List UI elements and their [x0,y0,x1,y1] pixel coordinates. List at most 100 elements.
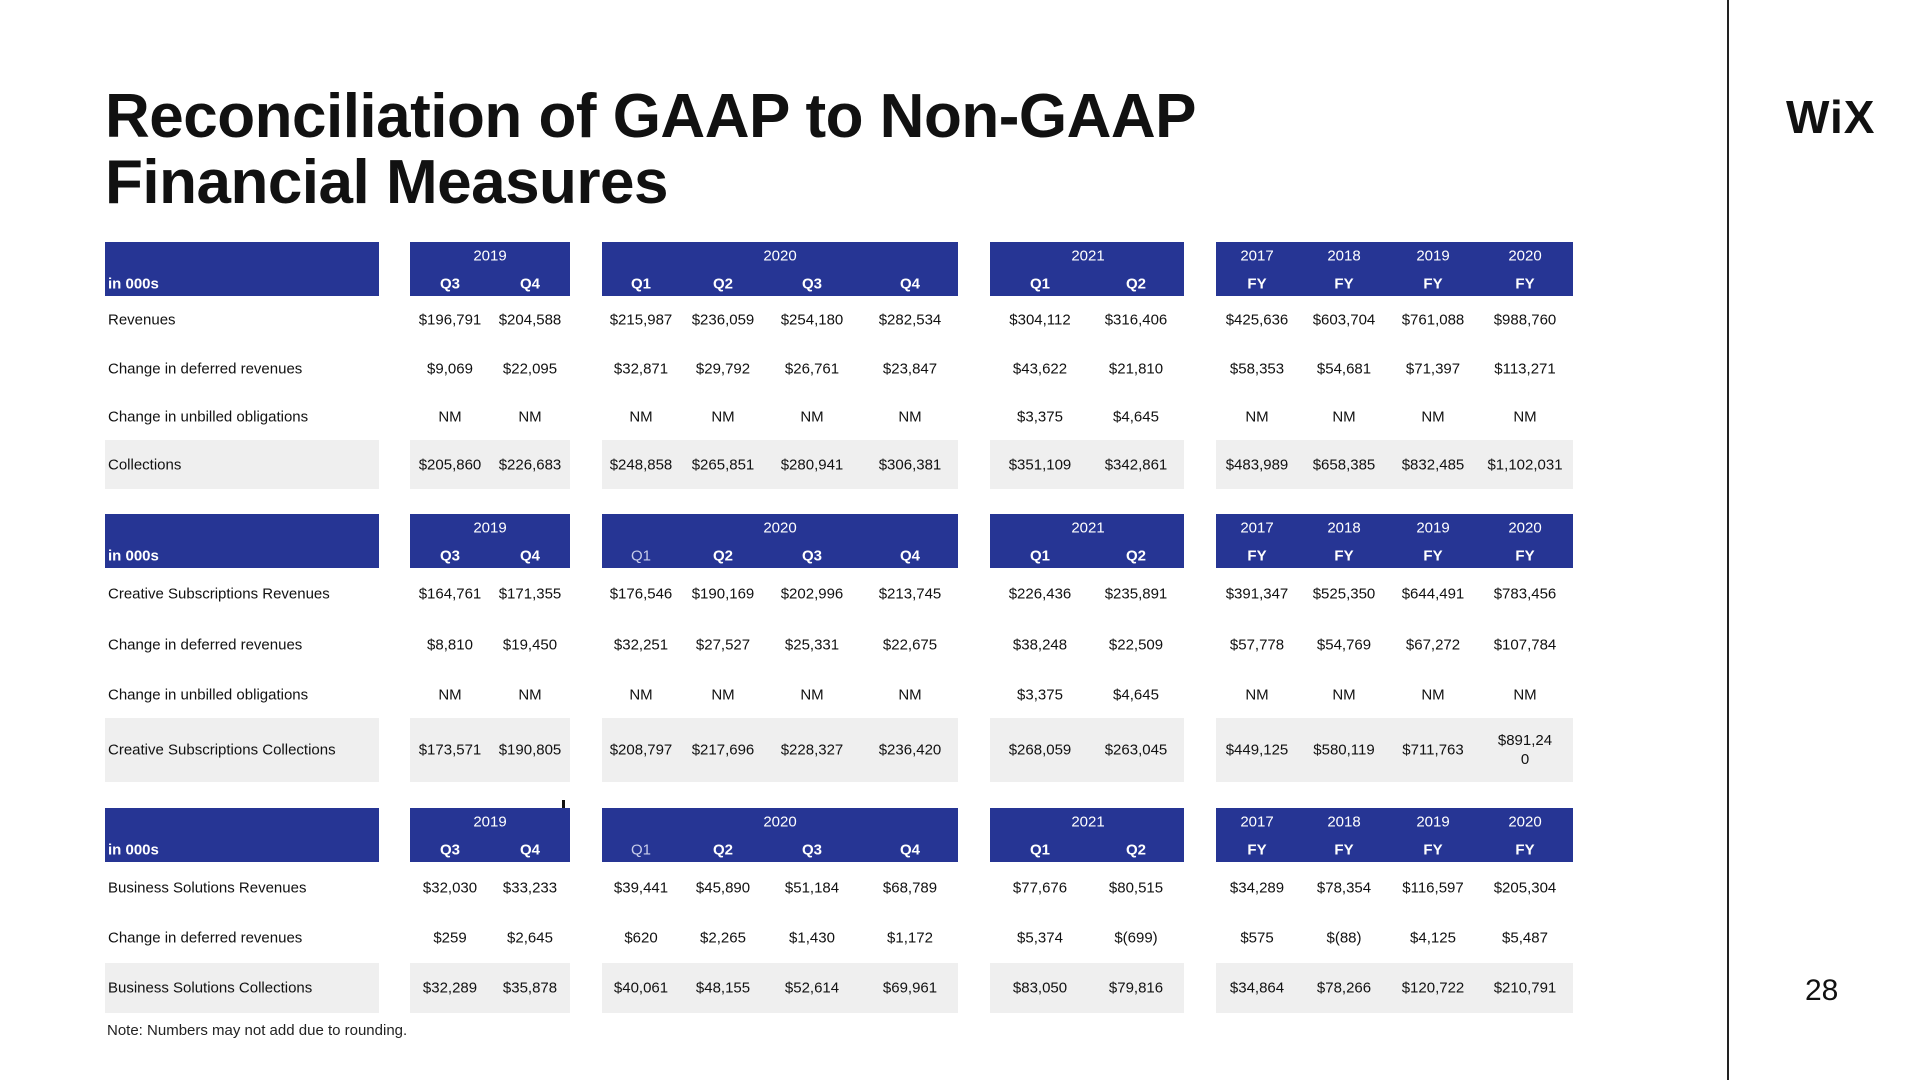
table-cell: $190,169 [691,585,755,603]
table-cell: $19,450 [502,636,558,654]
page-title-line-2: Financial Measures [105,148,669,217]
total-row-band [990,718,1184,782]
total-row-band [105,440,379,489]
total-row-band [602,718,958,782]
year-header: 2017 [1240,813,1274,831]
table-cell: $226,683 [498,456,562,474]
period-header: FY [1247,275,1267,293]
table-cell: $29,792 [695,360,751,378]
year-header: 2018 [1327,813,1361,831]
table-cell: $580,119 [1313,741,1375,759]
total-row-band [602,963,958,1013]
table-cell: $213,745 [878,585,942,603]
table-cell: $35,878 [502,979,558,997]
table-cell: $204,588 [498,311,562,329]
period-header: Q4 [519,547,541,565]
table-cell: $210,791 [1493,979,1557,997]
table-header-group-box [990,242,1184,296]
year-header: 2018 [1327,247,1361,265]
table-cell: $449,125 [1225,741,1289,759]
period-header: Q1 [630,547,652,565]
year-header: 2017 [1240,519,1274,537]
row-label: Revenues [108,311,176,329]
year-header: 2019 [473,813,507,831]
year-header: 2020 [1508,247,1542,265]
table-cell: $39,441 [613,879,669,897]
year-header: 2020 [1508,813,1542,831]
table-cell: $304,112 [1009,311,1071,329]
period-header: Q2 [712,841,734,859]
table-cell: $22,095 [502,360,558,378]
period-header: Q1 [630,841,652,859]
table-cell: $80,515 [1108,879,1164,897]
unit-label: in 000s [108,841,159,859]
table-cell: $4,645 [1113,408,1159,426]
table-cell: $77,676 [1012,879,1068,897]
table-cell: $644,491 [1401,585,1465,603]
period-header: FY [1515,275,1535,293]
table-cell: $306,381 [878,456,942,474]
table-header-group-box [1216,808,1573,862]
row-label: Change in deferred revenues [108,929,303,947]
year-header: 2020 [763,813,797,831]
table-cell: $4,645 [1113,686,1159,704]
table-cell: $171,355 [498,585,562,603]
table-cell: $190,805 [498,741,562,759]
table-cell: $711,763 [1402,741,1464,759]
period-header: Q3 [801,275,823,293]
table-cell: NM [898,686,922,704]
table-header-group-box [410,242,570,296]
table-cell: $69,961 [882,979,938,997]
period-header: Q3 [439,275,461,293]
table-cell: $27,527 [695,636,751,654]
table-cell: $32,030 [422,879,478,897]
period-header: Q2 [712,547,734,565]
table-cell: $9,069 [427,360,473,378]
period-header: FY [1423,547,1443,565]
table-cell: $33,233 [502,879,558,897]
table-cell: NM [898,408,922,426]
table-cell: $78,354 [1316,879,1372,897]
table-cell: $783,456 [1493,585,1557,603]
table-cell: $26,761 [784,360,840,378]
year-header: 2020 [763,519,797,537]
table-cell: $34,864 [1229,979,1285,997]
table-cell: NM [518,408,542,426]
table-cell: $603,704 [1312,311,1376,329]
table-cell: $38,248 [1012,636,1068,654]
table-cell: $2,645 [507,929,553,947]
table-cell: $575 [1240,929,1274,947]
period-header: FY [1515,841,1535,859]
year-header: 2019 [473,519,507,537]
table-header-group-box [602,242,958,296]
period-header: FY [1334,841,1354,859]
table-header-group-box [1216,242,1573,296]
table-cell: $391,347 [1225,585,1289,603]
period-header: FY [1515,547,1535,565]
table-header-label-box [105,808,379,862]
period-header: Q1 [1029,275,1051,293]
period-header: Q3 [801,841,823,859]
total-row-band [105,718,379,782]
table-cell: $2,265 [700,929,746,947]
table-cell: NM [711,408,735,426]
table-cell: $761,088 [1401,311,1465,329]
table-cell: $78,266 [1316,979,1372,997]
table-cell: NM [1513,686,1537,704]
table-header-group-box [602,808,958,862]
table-cell: $54,681 [1316,360,1372,378]
year-header: 2021 [1071,519,1105,537]
year-header: 2021 [1071,247,1105,265]
period-header: Q2 [1125,275,1147,293]
table-cell: NM [711,686,735,704]
period-header: FY [1334,547,1354,565]
table-cell: NM [438,408,462,426]
table-cell: $54,769 [1316,636,1372,654]
total-row-band [602,440,958,489]
table-cell: $525,350 [1312,585,1376,603]
table-cell: NM [1332,686,1356,704]
table-header-label-box [105,242,379,296]
table-cell: $67,272 [1405,636,1461,654]
table-header-group-box [410,514,570,568]
table-cell: $254,180 [780,311,844,329]
